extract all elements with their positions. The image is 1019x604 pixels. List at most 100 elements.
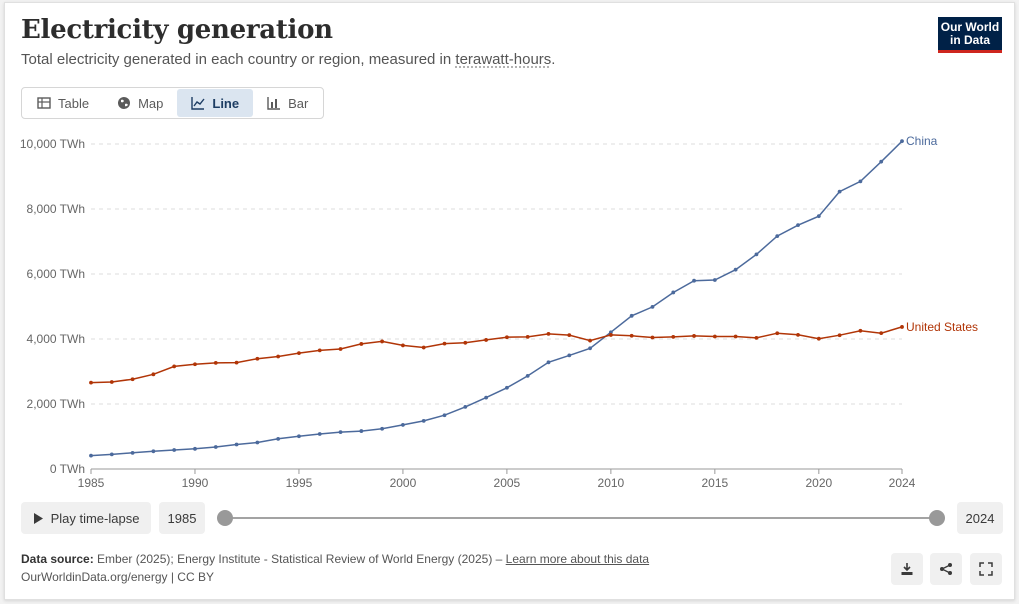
unit-link[interactable]: terawatt-hours [455, 51, 552, 68]
tab-bar[interactable]: Bar [253, 89, 322, 117]
play-label: Play time-lapse [50, 510, 140, 526]
data-point-china [879, 159, 884, 164]
page-title: Electricity generation [21, 15, 333, 45]
x-tick-label: 2010 [598, 476, 625, 490]
subtitle: Total electricity generated in each coun… [21, 51, 555, 68]
data-point-china [442, 413, 447, 418]
fullscreen-icon [979, 562, 993, 576]
data-point-china [109, 452, 114, 457]
owid-logo[interactable]: Our World in Data [938, 17, 1002, 53]
data-point-united-states [546, 331, 551, 336]
data-point-united-states [775, 331, 780, 336]
learn-more-link[interactable]: Learn more about this data [505, 552, 650, 566]
data-point-united-states [671, 334, 676, 339]
data-point-china [172, 448, 177, 452]
data-point-united-states [109, 380, 114, 384]
data-point-china [712, 278, 717, 282]
data-point-united-states [172, 364, 177, 369]
start-handle[interactable] [217, 510, 233, 526]
x-tick-label: 1985 [78, 476, 105, 490]
y-tick-label: 4,000 TWh [27, 332, 85, 346]
end-handle[interactable] [929, 510, 945, 526]
fullscreen-button[interactable] [970, 553, 1002, 585]
subtitle-end: . [551, 51, 556, 68]
tab-bar-label: Bar [288, 95, 309, 111]
globe-icon [118, 97, 131, 109]
subtitle-text: Total electricity generated in each coun… [21, 51, 456, 68]
data-point-china [193, 446, 197, 451]
data-point-united-states [213, 360, 218, 365]
data-point-united-states [484, 338, 489, 342]
end-year-box[interactable]: 2024 [957, 502, 1003, 534]
y-tick-label: 0 TWh [50, 462, 85, 476]
x-tick-label: 1990 [182, 476, 209, 490]
data-point-united-states [193, 362, 197, 367]
data-point-united-states [401, 343, 405, 348]
data-point-china [858, 179, 863, 184]
series-label-united-states: United States [906, 320, 978, 334]
data-point-china [130, 450, 135, 455]
x-tick-label: 1995 [286, 476, 313, 490]
data-point-china [588, 346, 592, 351]
url-line: OurWorldinData.org/energy | CC BY [21, 570, 214, 584]
data-point-china [234, 442, 239, 447]
data-point-united-states [276, 354, 281, 359]
data-point-china [213, 445, 218, 449]
data-point-united-states [442, 341, 447, 346]
play-icon [33, 512, 43, 524]
data-point-china [671, 290, 676, 295]
share-icon [940, 563, 952, 575]
view-tabs: Table Map Line Bar [21, 87, 325, 119]
data-point-united-states [504, 335, 509, 340]
tab-table[interactable]: Table [23, 89, 103, 117]
data-point-united-states [608, 333, 613, 337]
data-point-china [629, 313, 634, 318]
tab-line[interactable]: Line [177, 89, 254, 117]
timeline-controls: Play time-lapse 1985 2024 [21, 502, 1003, 536]
line-chart: 0 TWh 2,000 TWh 4,000 TWh 6,000 TWh 8,000 TW… [20, 134, 978, 490]
data-point-china [900, 139, 904, 144]
data-point-china [650, 304, 655, 309]
data-point-united-states [650, 335, 655, 340]
data-point-united-states [692, 334, 696, 338]
table-icon [37, 97, 51, 109]
data-point-china [463, 404, 468, 409]
timeline-track[interactable] [225, 517, 937, 519]
download-button[interactable] [891, 553, 923, 585]
data-point-china [401, 423, 405, 427]
logo-line2: in Data [949, 33, 990, 47]
play-timelapse-button[interactable]: Play time-lapse [21, 502, 151, 534]
series-label-china: China [906, 134, 938, 148]
series-line-united-states [90, 326, 903, 384]
data-point-china [504, 385, 509, 390]
data-point-china [255, 440, 260, 445]
data-point-china [525, 373, 530, 378]
data-point-china [608, 330, 613, 335]
tab-map[interactable]: Map [103, 89, 177, 117]
x-tick-label: 2000 [390, 476, 417, 490]
data-point-china [297, 434, 301, 439]
data-point-china [796, 223, 800, 228]
data-point-united-states [879, 331, 884, 336]
data-point-united-states [255, 356, 260, 361]
data-point-united-states [359, 342, 364, 346]
x-tick-label: 2015 [701, 476, 728, 490]
download-icon [901, 563, 913, 575]
data-point-china [816, 214, 821, 219]
source-text: Ember (2025); Energy Institute - Statist… [93, 552, 506, 566]
y-tick-label: 10,000 TWh [20, 137, 85, 151]
data-point-united-states [796, 332, 800, 337]
x-tick-label: 2020 [805, 476, 832, 490]
data-point-united-states [754, 335, 759, 340]
logo-line1: Our World [940, 20, 1000, 34]
data-point-united-states [421, 345, 426, 350]
data-point-china [338, 430, 343, 435]
data-point-united-states [380, 339, 385, 344]
data-point-china [733, 267, 738, 272]
x-tick-label: 2024 [889, 476, 916, 490]
share-button[interactable] [930, 553, 962, 585]
line-chart-icon [191, 97, 205, 110]
data-point-united-states [712, 334, 717, 339]
start-year-box[interactable]: 1985 [159, 502, 205, 534]
data-point-united-states [234, 360, 239, 365]
